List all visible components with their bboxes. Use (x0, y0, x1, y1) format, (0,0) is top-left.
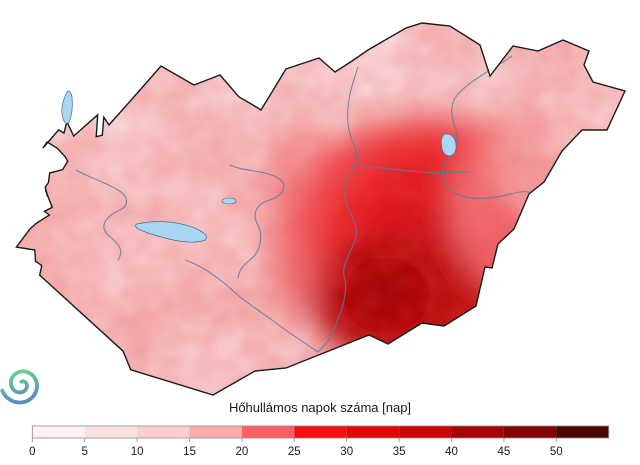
svg-text:40: 40 (445, 446, 458, 458)
svg-text:Hőhullámos napok száma [nap]: Hőhullámos napok száma [nap] (229, 400, 411, 415)
svg-text:25: 25 (288, 446, 301, 458)
svg-text:20: 20 (236, 446, 249, 458)
svg-text:50: 50 (550, 446, 563, 458)
svg-text:35: 35 (393, 446, 406, 458)
svg-text:45: 45 (498, 446, 511, 458)
svg-text:15: 15 (183, 446, 196, 458)
svg-text:0: 0 (29, 446, 35, 458)
svg-text:5: 5 (81, 446, 87, 458)
svg-text:10: 10 (131, 446, 144, 458)
svg-text:30: 30 (340, 446, 353, 458)
